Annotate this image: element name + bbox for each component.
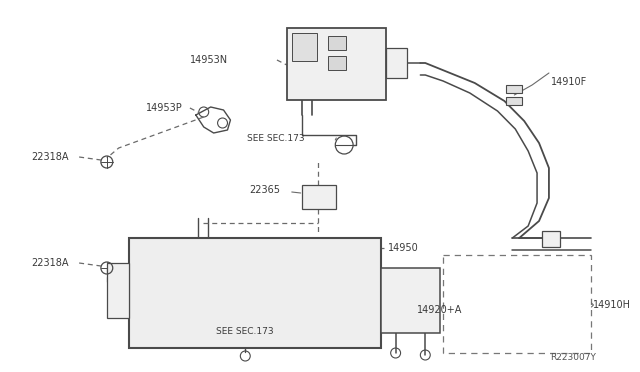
Text: 22318A: 22318A: [31, 152, 69, 162]
Bar: [328, 56, 346, 70]
Text: 14953P: 14953P: [147, 103, 183, 113]
Bar: [328, 36, 346, 50]
Text: 14920+A: 14920+A: [417, 305, 463, 315]
Text: SEE SEC.173: SEE SEC.173: [216, 327, 273, 337]
Bar: [443, 255, 591, 353]
Text: 14950: 14950: [388, 243, 419, 253]
Text: 14910H: 14910H: [593, 300, 632, 310]
Text: 14953N: 14953N: [190, 55, 228, 65]
Text: R223007Y: R223007Y: [550, 353, 596, 362]
Bar: [506, 97, 522, 105]
Bar: [129, 238, 381, 348]
Bar: [287, 28, 386, 100]
Bar: [506, 85, 522, 93]
Bar: [381, 268, 440, 333]
Bar: [107, 263, 129, 318]
Bar: [542, 231, 560, 247]
Bar: [292, 33, 317, 61]
Text: 14910F: 14910F: [551, 77, 587, 87]
Text: SEE SEC.173: SEE SEC.173: [247, 134, 305, 142]
Bar: [301, 185, 336, 209]
Text: 22318A: 22318A: [31, 258, 69, 268]
Text: 22365: 22365: [249, 185, 280, 195]
Bar: [386, 48, 408, 78]
